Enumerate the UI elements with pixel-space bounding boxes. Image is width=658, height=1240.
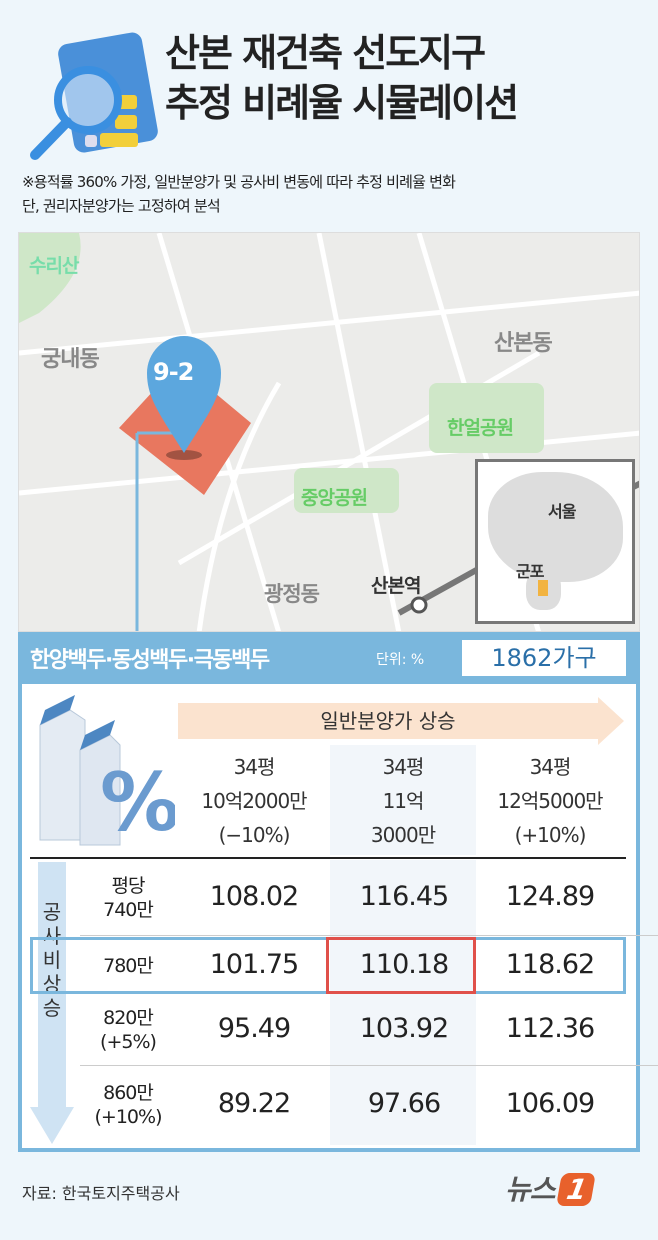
park-jungang: [294, 468, 399, 513]
column-header-1: 34평 10억2000만 (−10%): [201, 755, 307, 847]
source-text: 자료: 한국토지주택공사: [22, 1184, 180, 1203]
column-header-2: 34평 11억 3000만: [370, 755, 436, 847]
inset-map: 서울 군포: [475, 459, 635, 624]
table-cell: 106.09: [505, 1087, 595, 1119]
table-cell: 97.66: [367, 1087, 441, 1119]
label-gunpo: 군포: [516, 562, 544, 581]
label-sanbon-dong: 산본동: [494, 331, 553, 356]
table-cell: 103.92: [359, 1013, 449, 1044]
household-count: 1862가구: [462, 640, 626, 676]
table-cell: 89.22: [217, 1087, 291, 1119]
map: 수리산 궁내동 9-2 산본동 한얼공원 중앙공원 광정동 산본역 서울 군포: [18, 232, 640, 632]
calculator-magnifier-icon: [30, 32, 158, 160]
row-label: 평당 740만: [103, 874, 154, 921]
complex-name: 한양백두·동성백두·극동백두: [30, 648, 270, 673]
note: ※용적률 360% 가정, 일반분양가 및 공사비 변동에 따라 추정 비례율 …: [22, 173, 456, 215]
table-cell: 110.18: [359, 948, 449, 980]
table-cell: 112.36: [505, 1013, 595, 1044]
table-cell: 118.62: [505, 948, 595, 980]
label-haneol-park: 한얼공원: [447, 417, 514, 439]
table-cell: 124.89: [505, 880, 595, 912]
label-gwangjeong: 광정동: [264, 582, 320, 606]
label-jungang-park: 중앙공원: [301, 487, 368, 509]
row-label: 860만 (+10%): [94, 1081, 163, 1128]
label-seoul: 서울: [548, 502, 576, 521]
table-cell: 116.45: [359, 880, 449, 912]
label-gungnae: 궁내동: [41, 347, 100, 372]
unit-label: 단위: %: [376, 652, 425, 668]
label-surisan: 수리산: [29, 255, 79, 277]
table-cell: 95.49: [217, 1013, 291, 1044]
column-header-3: 34평 12억5000만 (+10%): [497, 755, 603, 847]
row-label: 780만: [103, 954, 154, 977]
row-header-arrow: [30, 862, 74, 1144]
page-title: 산본 재건축 선도지구 추정 비례율 시뮬레이션: [165, 31, 519, 125]
table-cell: 108.02: [209, 880, 299, 912]
svg-text:%: %: [100, 756, 175, 849]
table-cell: 101.75: [209, 948, 299, 980]
highlight-cell: [326, 937, 476, 994]
buildings-percent-icon: %: [39, 695, 175, 849]
news1-logo: 뉴스 1: [505, 1168, 596, 1208]
label-sanbon-station: 산본역: [371, 575, 421, 597]
column-header-label: 일반분양가 상승: [320, 709, 456, 733]
map-pin-icon: [147, 336, 221, 453]
pin-label: 9-2: [153, 358, 194, 386]
row-header-label: 공사비 상승: [42, 900, 62, 1020]
park-haneol: [429, 383, 544, 453]
column-header-arrow: [178, 697, 624, 745]
row-label: 820만 (+5%): [100, 1007, 157, 1053]
